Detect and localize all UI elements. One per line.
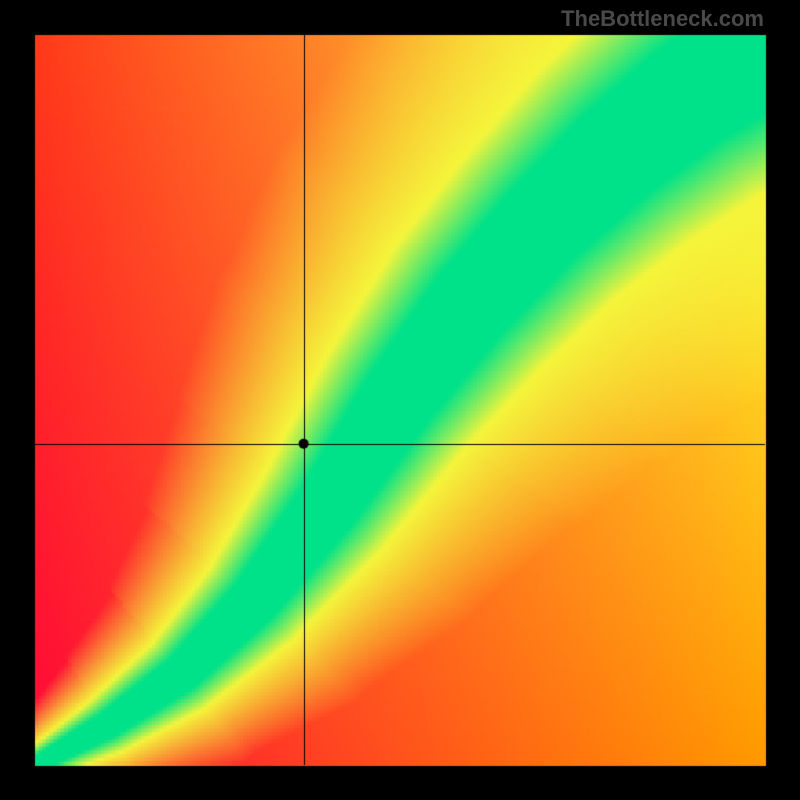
bottleneck-heatmap xyxy=(0,0,800,800)
chart-container: TheBottleneck.com xyxy=(0,0,800,800)
watermark-text: TheBottleneck.com xyxy=(561,6,764,32)
